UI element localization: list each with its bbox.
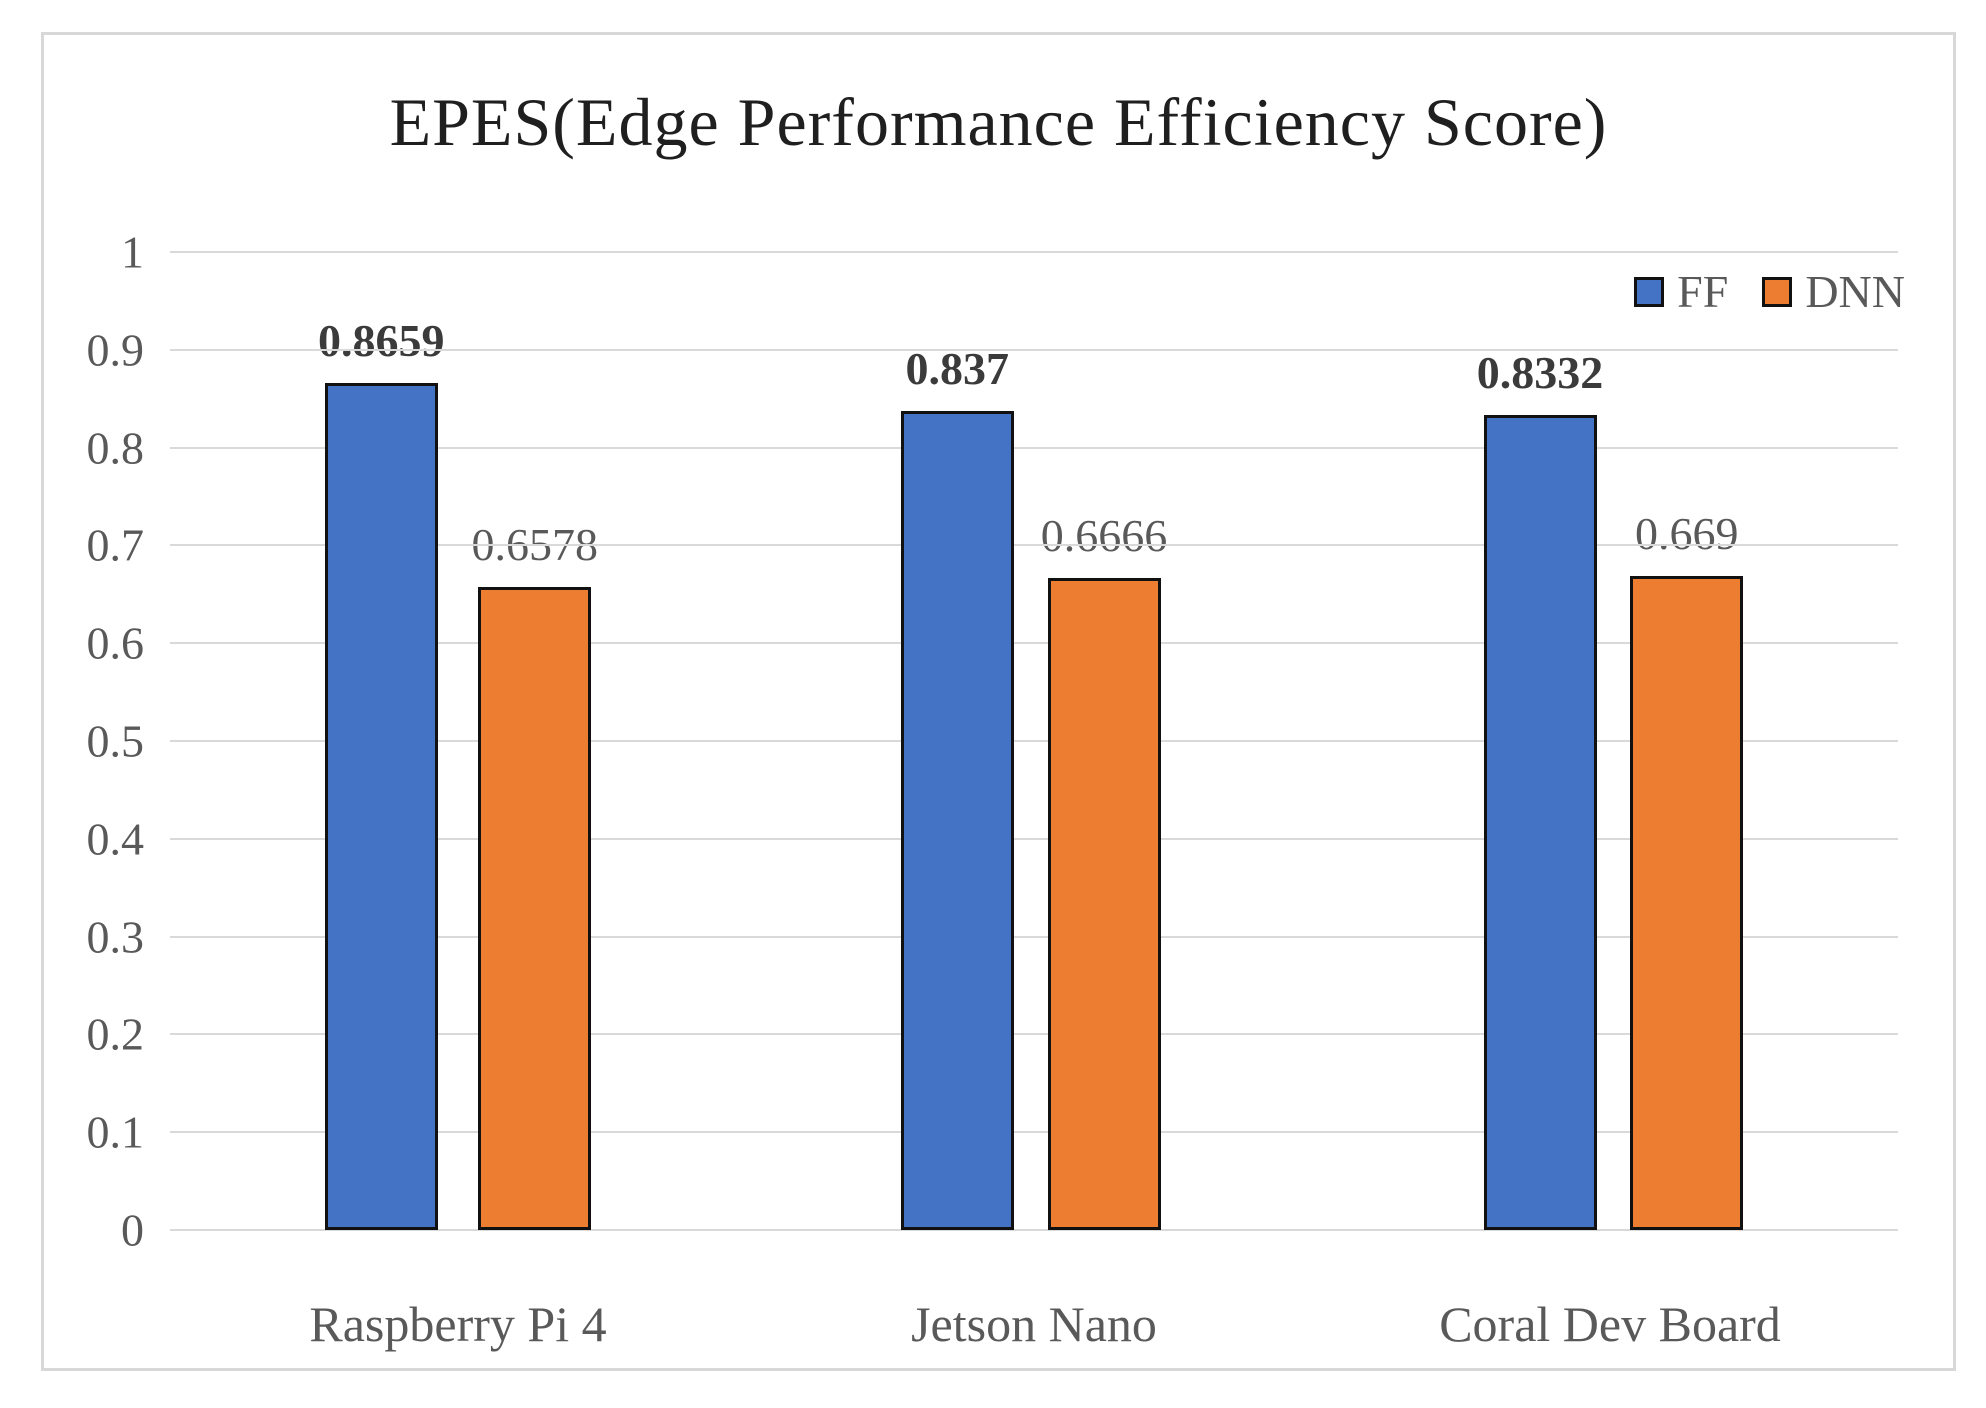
legend: FF DNN: [1634, 265, 1905, 318]
bar-group-coral-dev-board: 0.8332 0.669: [1322, 252, 1898, 1230]
gridline: [170, 935, 1898, 938]
bar-ff-jetson-nano: [900, 411, 1014, 1230]
ff-legend-label: FF: [1677, 266, 1729, 317]
x-category-label: Coral Dev Board: [1439, 1296, 1781, 1352]
bar-group-raspberry-pi-4: 0.8659 0.6578: [170, 252, 746, 1230]
legend-entry-dnn: DNN: [1762, 265, 1905, 318]
x-axis: Raspberry Pi 4 Jetson Nano Coral Dev Board: [170, 1295, 1898, 1353]
gridline: [170, 1033, 1898, 1036]
bar-ff-raspberry-pi-4: [324, 383, 438, 1230]
bar-col-dnn: 0.669: [1630, 507, 1744, 1230]
gridline: [170, 446, 1898, 449]
y-tick-label: 0.4: [86, 813, 145, 865]
data-label-ff: 0.8332: [1476, 347, 1604, 398]
gridline: [170, 1229, 1898, 1231]
data-label-ff: 0.8659: [318, 315, 445, 366]
y-tick-label: 0: [121, 1204, 144, 1256]
y-tick-label: 0.1: [86, 1106, 145, 1158]
bar-groups: 0.8659 0.6578 0.837 0.6666 0.8332 0.669: [170, 252, 1898, 1230]
bar-dnn-jetson-nano: [1047, 578, 1161, 1230]
y-tick-label: 0.5: [86, 715, 145, 767]
bar-ff-coral-dev-board: [1483, 415, 1597, 1230]
data-label-dnn: 0.669: [1635, 508, 1739, 559]
bar-col-dnn: 0.6578: [472, 518, 598, 1230]
x-category-label: Raspberry Pi 4: [309, 1296, 607, 1352]
legend-entry-ff: FF: [1634, 265, 1728, 318]
gridline: [170, 1131, 1898, 1134]
chart-figure: EPES(Edge Performance Efficiency Score) …: [41, 32, 1956, 1371]
y-tick-label: 0.6: [86, 617, 145, 669]
y-axis: 1 0.9 0.8 0.7 0.6 0.5 0.4 0.3 0.2 0.1 0: [44, 227, 145, 1256]
y-tick-label: 0.9: [86, 324, 145, 376]
bar-col-ff: 0.8332: [1476, 346, 1604, 1230]
bar-col-ff: 0.837: [900, 342, 1014, 1230]
bar-dnn-coral-dev-board: [1630, 576, 1744, 1230]
gridline: [170, 837, 1898, 840]
gridline: [170, 544, 1898, 547]
bar-group-jetson-nano: 0.837 0.6666: [746, 252, 1322, 1230]
dnn-legend-swatch: [1762, 276, 1793, 307]
dnn-legend-label: DNN: [1805, 266, 1905, 317]
ff-legend-swatch: [1634, 276, 1665, 307]
gridline: [170, 251, 1898, 253]
y-tick-label: 0.7: [86, 519, 145, 571]
data-label-dnn: 0.6666: [1040, 510, 1168, 561]
y-tick-label: 0.2: [86, 1008, 145, 1060]
plot-area: 0.8659 0.6578 0.837 0.6666 0.8332 0.669: [170, 251, 1898, 1231]
gridline: [170, 348, 1898, 351]
gridline: [170, 642, 1898, 645]
gridline: [170, 740, 1898, 742]
y-tick-label: 0.8: [86, 422, 145, 474]
y-tick-label: 0.3: [86, 911, 145, 963]
data-label-ff: 0.837: [905, 343, 1010, 394]
bar-col-dnn: 0.6666: [1040, 509, 1168, 1230]
bar-dnn-raspberry-pi-4: [478, 587, 592, 1230]
x-category-label: Jetson Nano: [911, 1296, 1157, 1352]
chart-title: EPES(Edge Performance Efficiency Score): [389, 84, 1608, 160]
y-tick-label: 1: [121, 226, 144, 278]
bar-col-ff: 0.8659: [318, 314, 445, 1230]
